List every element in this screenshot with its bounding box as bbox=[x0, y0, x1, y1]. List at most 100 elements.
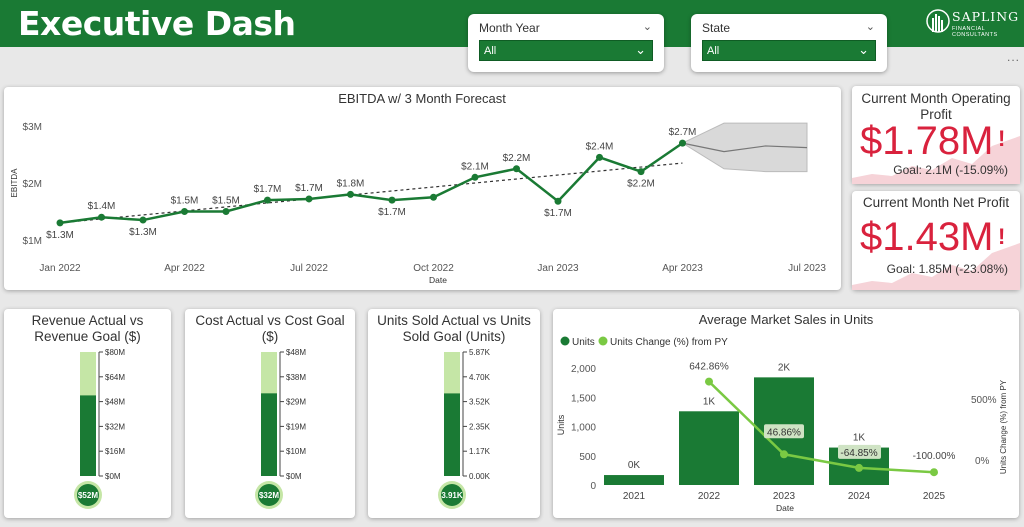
operating-profit-card: Current Month Operating Profit $1.78M ! … bbox=[852, 86, 1020, 184]
units-change-label: 642.86% bbox=[689, 362, 729, 373]
operating-profit-goal: Goal: 2.1M (-15.09%) bbox=[893, 163, 1008, 177]
gauge-tick-label: $10M bbox=[286, 447, 306, 456]
ebitda-point bbox=[56, 219, 64, 227]
y-tick-label: 2,000 bbox=[571, 364, 596, 375]
ebitda-data-label: $1.7M bbox=[254, 184, 282, 195]
bulb bbox=[258, 484, 280, 506]
x-tick-label: Apr 2023 bbox=[662, 263, 703, 274]
x-tick-label: Jan 2022 bbox=[39, 263, 81, 274]
actual-fill bbox=[261, 393, 277, 476]
gauge-tick-label: $48M bbox=[286, 348, 306, 357]
ebitda-point bbox=[222, 208, 230, 215]
net-profit-goal: Goal: 1.85M (-23.08%) bbox=[886, 262, 1008, 276]
gauge-tick-label: 0.00K bbox=[469, 472, 491, 481]
ebitda-data-label: $1.7M bbox=[378, 207, 406, 218]
units-change-label-bg bbox=[838, 444, 881, 459]
actual-value-label: $32M bbox=[259, 491, 279, 500]
month-year-label: Month Year bbox=[479, 21, 540, 35]
operating-profit-value: $1.78M bbox=[860, 119, 994, 163]
legend-units-marker bbox=[560, 336, 570, 346]
y-tick-label: 1,500 bbox=[571, 393, 596, 404]
ebitda-data-label: $1.5M bbox=[171, 196, 199, 207]
x-tick-label: 2025 bbox=[923, 491, 946, 502]
gauge-tick-label: $32M bbox=[105, 422, 125, 431]
ebitda-data-label: $2.7M bbox=[669, 127, 697, 138]
month-year-value: All bbox=[484, 45, 497, 57]
ebitda-data-label: $2.4M bbox=[586, 141, 614, 152]
ebitda-point bbox=[637, 168, 645, 176]
gauge-tick-label: 2.35K bbox=[469, 422, 491, 431]
net-profit-sparkline bbox=[852, 243, 1020, 290]
operating-profit-title: Current Month Operating Profit bbox=[861, 91, 1011, 122]
sales-title: Average Market Sales in Units bbox=[699, 312, 874, 327]
y2-tick-label: 0% bbox=[975, 456, 990, 467]
units-gauge-title: Units Sold Actual vs Units Sold Goal (Un… bbox=[377, 313, 531, 344]
ebitda-point bbox=[513, 165, 520, 173]
gauge-tick-label: 4.70K bbox=[469, 373, 491, 382]
cost-thermometer: $48M $38M $29M $19M $10M $0M $32M bbox=[255, 348, 306, 509]
month-year-dropdown[interactable]: All ⌄ bbox=[479, 40, 653, 61]
state-dropdown[interactable]: All ⌄ bbox=[702, 40, 876, 61]
actual-value-label: 3.91K bbox=[441, 491, 463, 500]
units-bar bbox=[604, 475, 664, 485]
net-profit-card: Current Month Net Profit $1.43M ! Goal: … bbox=[852, 191, 1020, 290]
gauge-tick-label: 1.17K bbox=[469, 447, 491, 456]
ebitda-point bbox=[181, 208, 188, 215]
units-change-point bbox=[930, 468, 938, 477]
actual-fill bbox=[444, 393, 460, 476]
logo-name: SAPLING bbox=[952, 9, 1020, 24]
sapling-logo: SAPLING FINANCIAL CONSULTANTS bbox=[926, 6, 1018, 42]
x-tick-label: 2024 bbox=[848, 491, 871, 502]
x-axis-label: Date bbox=[429, 275, 447, 285]
actual-fill bbox=[80, 395, 96, 476]
logo-subtitle: FINANCIAL CONSULTANTS bbox=[952, 26, 998, 38]
cost-gauge-card: Cost Actual vs Cost Goal ($) $48M $38M $29… bbox=[185, 309, 355, 518]
units-data-label: 0K bbox=[628, 460, 641, 471]
ebitda-point bbox=[98, 213, 105, 221]
ebitda-point bbox=[264, 196, 271, 204]
ebitda-line bbox=[59, 142, 684, 225]
ebitda-data-label: $2.2M bbox=[627, 179, 655, 190]
x-tick-label: Jul 2022 bbox=[290, 263, 328, 274]
gauge-tick-label: $80M bbox=[105, 348, 125, 357]
ebitda-data-label: $1.3M bbox=[129, 227, 157, 238]
units-change-label: 46.86% bbox=[767, 427, 801, 438]
ebitda-point bbox=[679, 139, 686, 147]
ebitda-point bbox=[471, 173, 479, 181]
ebitda-point bbox=[305, 195, 313, 203]
state-label: State bbox=[702, 21, 731, 35]
month-year-slicer[interactable]: Month Year ⌄ All ⌄ bbox=[468, 14, 664, 72]
sapling-leaf-icon bbox=[926, 9, 950, 33]
ebitda-data-label: $1.7M bbox=[544, 208, 572, 219]
gauge-tick-label: $0M bbox=[286, 472, 302, 481]
y2-axis-label: Units Change (%) from PY bbox=[999, 379, 1008, 474]
revenue-gauge-title: Revenue Actual vs Revenue Goal ($) bbox=[31, 313, 144, 344]
ebitda-card: EBITDA w/ 3 Month Forecast $1M $2M $3M EBITD… bbox=[4, 87, 841, 290]
y-tick-label: $2M bbox=[23, 179, 42, 190]
gauge-tick-label: $16M bbox=[105, 447, 125, 456]
gauge-tick-label: $0M bbox=[105, 472, 121, 481]
warning-icon: ! bbox=[998, 126, 1006, 151]
ebitda-chart: EBITDA w/ 3 Month Forecast $1M $2M $3M EBITD… bbox=[10, 91, 826, 285]
units-data-label: 1K bbox=[703, 396, 716, 407]
ebitda-point bbox=[430, 193, 437, 201]
page-title: Executive Dash bbox=[18, 4, 296, 43]
actual-value-label: $52M bbox=[78, 491, 98, 500]
units-change-point bbox=[780, 450, 788, 459]
units-change-line bbox=[708, 380, 935, 474]
ebitda-data-label: $1.8M bbox=[337, 178, 365, 189]
y-axis-label: Units bbox=[556, 414, 566, 435]
collapse-chevron-icon[interactable]: ⌄ bbox=[642, 21, 652, 33]
trend-line bbox=[59, 162, 683, 224]
ebitda-data-label: $1.4M bbox=[88, 201, 116, 212]
x-tick-label: Apr 2022 bbox=[164, 263, 205, 274]
units-thermometer: 5.87K 4.70K 3.52K 2.35K 1.17K 0.00K 3.91K bbox=[438, 348, 491, 509]
ebitda-point bbox=[388, 196, 396, 204]
gauge-tick-label: $29M bbox=[286, 398, 306, 407]
more-options-icon[interactable]: ... bbox=[1007, 50, 1021, 64]
market-sales-chart: Average Market Sales in Units Units Units … bbox=[556, 312, 1008, 513]
units-change-label-bg bbox=[764, 424, 804, 439]
chevron-down-icon: ⌄ bbox=[635, 42, 646, 57]
collapse-chevron-icon[interactable]: ⌄ bbox=[865, 21, 875, 33]
state-slicer[interactable]: State ⌄ All ⌄ bbox=[691, 14, 887, 72]
